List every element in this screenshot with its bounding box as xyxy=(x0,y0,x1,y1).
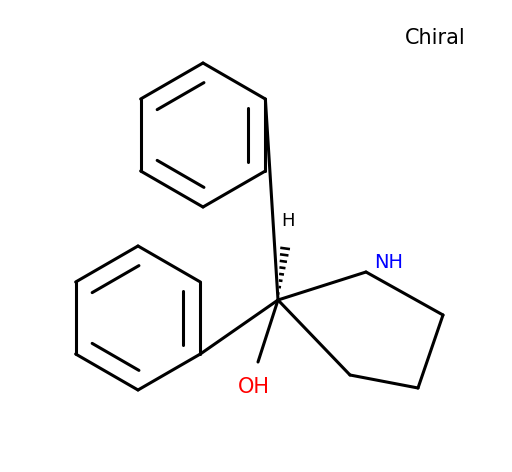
Text: NH: NH xyxy=(374,253,403,271)
Text: H: H xyxy=(281,212,295,230)
Text: OH: OH xyxy=(238,377,270,397)
Text: Chiral: Chiral xyxy=(404,28,465,48)
